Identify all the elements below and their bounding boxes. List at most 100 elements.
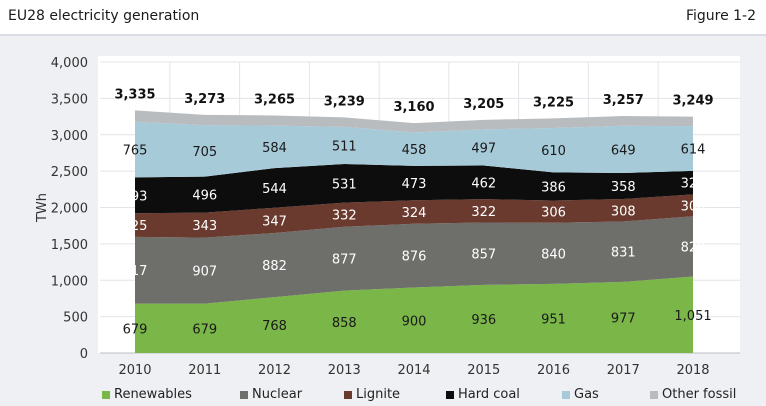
data-label-gas: 497 [471,141,496,156]
data-label-gas: 649 [611,143,636,158]
legend-swatch [650,390,658,399]
legend-label: Nuclear [252,387,303,402]
area-renewables [135,276,693,353]
data-label-lignite: 332 [332,209,357,224]
y-tick-label: 2,500 [51,165,88,180]
data-label-gas: 705 [192,145,217,160]
data-label-hard-coal: 493 [123,189,148,204]
data-label-nuclear: 907 [192,265,217,280]
area-hard-coal [135,163,693,214]
total-label: 3,273 [184,92,225,107]
legend-item: Other fossil [650,387,736,402]
data-label-nuclear: 857 [471,248,496,263]
total-label: 3,257 [603,93,644,108]
legend-label: Other fossil [662,387,737,402]
data-label-nuclear: 882 [262,259,287,274]
y-tick-label: 3,500 [51,92,88,107]
data-label-hard-coal: 386 [541,180,566,195]
data-label-nuclear: 829 [681,240,706,255]
total-label: 3,160 [393,100,434,115]
x-tick-label: 2010 [118,363,151,378]
data-label-lignite: 347 [262,214,287,229]
data-label-lignite: 308 [611,204,636,219]
data-label-lignite: 306 [541,206,566,221]
x-tick-label: 2014 [397,363,430,378]
legend-item: Gas [562,387,599,402]
data-label-renewables: 936 [471,313,496,328]
data-label-gas: 458 [402,143,427,158]
data-label-gas: 614 [681,142,706,157]
chart-legend: Renewables Nuclear Lignite Hard coal Gas Othe… [0,387,766,405]
data-label-nuclear: 876 [402,250,427,265]
x-tick-label: 2015 [467,363,500,378]
y-tick-label: 1,500 [51,238,88,253]
legend-swatch [344,390,352,399]
x-tick-label: 2012 [258,363,291,378]
y-axis-label: TWh [35,193,50,223]
data-label-nuclear: 840 [541,247,566,262]
data-label-hard-coal: 531 [332,177,357,192]
legend-label: Hard coal [458,387,520,402]
data-label-lignite: 322 [471,205,496,220]
legend-item: Renewables [102,387,192,402]
data-label-lignite: 325 [123,219,148,234]
legend-label: Gas [574,387,599,402]
x-tick-label: 2017 [607,363,640,378]
total-label: 3,335 [114,87,155,102]
legend-swatch [446,390,454,399]
x-tick-label: 2016 [537,363,570,378]
legend-item: Hard coal [446,387,520,402]
data-label-hard-coal: 496 [192,189,217,204]
area-nuclear [135,216,693,304]
data-label-lignite: 324 [402,206,427,221]
data-label-renewables: 768 [262,319,287,334]
legend-label: Renewables [114,387,192,402]
chart-title: EU28 electricity generation [8,8,200,24]
y-tick-label: 500 [63,311,88,326]
total-label: 3,239 [324,94,365,109]
data-label-gas: 610 [541,144,566,159]
data-label-hard-coal: 473 [402,177,427,192]
x-tick-label: 2011 [188,363,221,378]
data-label-renewables: 1,051 [674,309,711,324]
data-label-renewables: 977 [611,311,636,326]
data-label-nuclear: 917 [123,264,148,279]
legend-label: Lignite [356,387,401,402]
legend-swatch [240,390,248,399]
data-label-hard-coal: 544 [262,182,287,197]
stacked-area-chart: 0 500 1,000 1,500 2,000 2,500 3,000 3,500 4,000 T… [35,56,740,378]
data-label-hard-coal: 462 [471,176,496,191]
data-label-nuclear: 831 [611,246,636,261]
data-label-lignite: 300 [681,199,706,214]
data-label-lignite: 343 [192,219,217,234]
legend-swatch [102,390,110,399]
legend-swatch [562,390,570,399]
data-label-renewables: 900 [402,314,427,329]
total-label: 3,225 [533,95,574,110]
data-label-gas: 584 [262,141,287,156]
data-label-gas: 765 [123,144,148,159]
total-label: 3,205 [463,97,504,112]
data-label-hard-coal: 358 [611,180,636,195]
figure-number: Figure 1-2 [685,8,756,24]
data-label-gas: 511 [332,139,357,154]
area-lignite [135,194,693,238]
figure-header: EU28 electricity generation Figure 1-2 [0,0,766,36]
x-tick-label: 2018 [676,363,709,378]
data-label-renewables: 679 [123,322,148,337]
legend-item: Lignite [344,387,400,402]
data-label-renewables: 951 [541,312,566,327]
y-tick-label: 3,000 [51,129,88,144]
y-tick-label: 1,000 [51,274,88,289]
total-label: 3,265 [254,92,295,107]
legend-item: Nuclear [240,387,302,402]
y-tick-label: 4,000 [51,56,88,71]
data-label-renewables: 858 [332,316,357,331]
data-label-renewables: 679 [192,322,217,337]
y-tick-label: 2,000 [51,202,88,217]
x-tick-label: 2013 [328,363,361,378]
area-other-fossil [135,110,693,133]
data-label-hard-coal: 324 [681,177,706,192]
total-label: 3,249 [672,94,713,109]
